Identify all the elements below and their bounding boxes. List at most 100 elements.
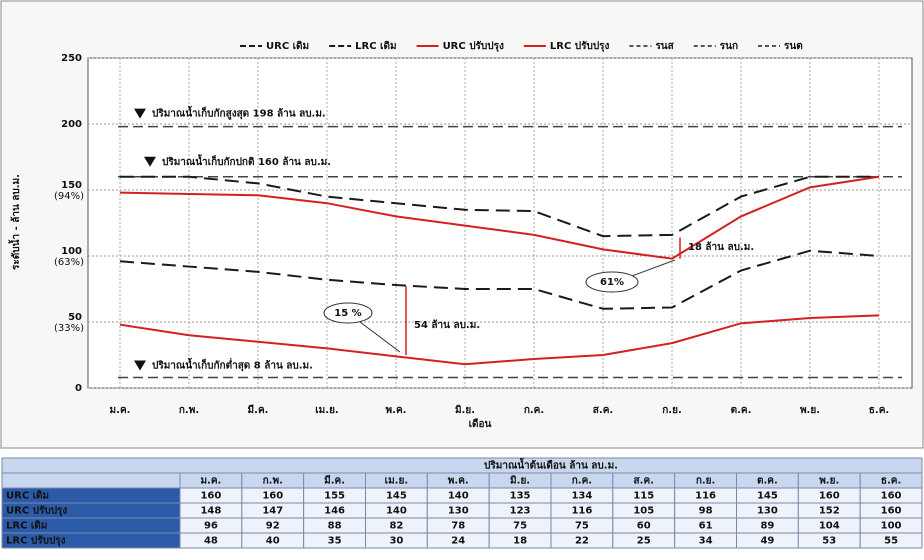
marker-triangle xyxy=(134,108,146,119)
annotation: 18 ล้าน ลบ.ม. xyxy=(688,241,754,253)
table-value: 116 xyxy=(695,491,716,502)
legend-label: รนส xyxy=(655,41,674,52)
table-value: 35 xyxy=(328,536,342,547)
x-tick-label: พ.ย. xyxy=(800,405,820,416)
table-value: 40 xyxy=(266,536,280,547)
legend-label: รนต xyxy=(784,41,803,52)
y-tick-label: 150 xyxy=(61,180,82,191)
table-row-label: URC เดิม xyxy=(6,490,49,502)
table-row-label: LRC ปรับปรุง xyxy=(6,535,66,547)
table-value: 48 xyxy=(204,536,218,547)
x-tick-label: ก.ย. xyxy=(662,405,682,416)
table-value: 134 xyxy=(571,491,592,502)
table-title-cell xyxy=(1,457,923,474)
x-tick-label: ก.ค. xyxy=(524,405,544,416)
table-value: 147 xyxy=(262,506,283,517)
table-value: 148 xyxy=(200,506,221,517)
table-value: 75 xyxy=(513,521,527,532)
annotation: 15 % xyxy=(334,308,361,319)
x-axis-label: เดือน xyxy=(469,418,492,430)
y-tick-percent: (33%) xyxy=(54,323,84,334)
table-row-label: LRC เดิม xyxy=(6,520,47,532)
table-value: 105 xyxy=(633,506,654,517)
table-value: 160 xyxy=(881,491,902,502)
table-value: 100 xyxy=(881,521,902,532)
legend-label: รนก xyxy=(720,41,738,52)
table-value: 98 xyxy=(699,506,713,517)
table-value: 89 xyxy=(760,521,774,532)
table-value: 30 xyxy=(389,536,403,547)
legend-label: URC ปรับปรุง xyxy=(443,40,504,52)
table-header: เม.ย. xyxy=(385,476,408,487)
table-header: ก.ค. xyxy=(572,476,592,487)
callout-pointer xyxy=(359,321,401,353)
table-header: ม.ค. xyxy=(200,476,221,487)
table-value: 82 xyxy=(389,521,403,532)
table-title: ปริมาณน้ำต้นเดือน ล้าน ลบ.ม. xyxy=(484,458,618,472)
x-tick-label: ส.ค. xyxy=(593,405,613,416)
table-value: 25 xyxy=(637,536,651,547)
y-tick-label: 250 xyxy=(61,53,82,64)
x-tick-label: มี.ค. xyxy=(248,404,269,416)
table-value: 75 xyxy=(575,521,589,532)
table-value: 60 xyxy=(637,521,651,532)
y-tick-percent: (94%) xyxy=(54,191,84,202)
table-value: 155 xyxy=(324,491,345,502)
table-value: 160 xyxy=(881,506,902,517)
series-line xyxy=(119,249,880,310)
x-tick-label: ต.ค. xyxy=(731,405,752,416)
table-value: 116 xyxy=(571,506,592,517)
table-value: 146 xyxy=(324,506,345,517)
table-value: 18 xyxy=(513,536,527,547)
table-value: 160 xyxy=(819,491,840,502)
table-value: 22 xyxy=(575,536,589,547)
table-header: ก.ย. xyxy=(696,476,716,487)
reference-label: ปริมาณน้ำเก็บกักต่ำสุด 8 ล้าน ลบ.ม. xyxy=(152,357,313,371)
callout xyxy=(323,302,373,324)
y-tick-percent: (63%) xyxy=(54,257,84,268)
table-value: 61 xyxy=(699,521,713,532)
table-value: 88 xyxy=(328,521,342,532)
y-tick-label: 200 xyxy=(61,119,82,130)
table-value: 140 xyxy=(448,491,469,502)
table-value: 160 xyxy=(200,491,221,502)
x-tick-label: ม.ค. xyxy=(110,405,131,416)
table-value: 145 xyxy=(757,491,778,502)
y-tick-label: 50 xyxy=(68,312,82,323)
x-tick-label: พ.ค. xyxy=(386,405,407,416)
y-axis-label: ระดับน้ำ - ล้าน ลบ.ม. xyxy=(8,174,22,270)
table-value: 78 xyxy=(451,521,465,532)
table-header: ส.ค. xyxy=(634,476,654,487)
table-value: 130 xyxy=(757,506,778,517)
table-header: มิ.ย. xyxy=(510,475,530,487)
table-value: 34 xyxy=(699,536,713,547)
table-value: 104 xyxy=(819,521,840,532)
table-value: 53 xyxy=(822,536,836,547)
series-line xyxy=(120,175,879,238)
table-header: ต.ค. xyxy=(757,476,778,487)
reference-label: ปริมาณน้ำเก็บกักสูงสุด 198 ล้าน ลบ.ม. xyxy=(152,106,326,121)
table-value: 145 xyxy=(386,491,407,502)
x-tick-label: ก.พ. xyxy=(179,405,199,416)
callout xyxy=(585,271,639,293)
table-header-cell xyxy=(1,472,181,489)
series-line xyxy=(119,314,880,366)
annotation: 54 ล้าน ลบ.ม. xyxy=(414,319,480,331)
table-value: 140 xyxy=(386,506,407,517)
table-value: 160 xyxy=(262,491,283,502)
table-header: พ.ย. xyxy=(819,476,839,487)
table-value: 55 xyxy=(884,536,898,547)
table-value: 24 xyxy=(451,536,465,547)
series-line xyxy=(119,175,880,260)
table-value: 96 xyxy=(204,521,218,532)
legend-label: LRC เดิม xyxy=(355,40,396,52)
x-tick-label: ธ.ค. xyxy=(869,405,889,416)
table-value: 115 xyxy=(633,491,654,502)
table-cell xyxy=(859,532,923,549)
legend-label: URC เดิม xyxy=(266,40,309,52)
table-row-label: URC ปรับปรุง xyxy=(6,505,67,517)
table-value: 130 xyxy=(448,506,469,517)
table-header: ก.พ. xyxy=(263,476,283,487)
annotation: 61% xyxy=(600,277,624,288)
table-value: 152 xyxy=(819,506,840,517)
